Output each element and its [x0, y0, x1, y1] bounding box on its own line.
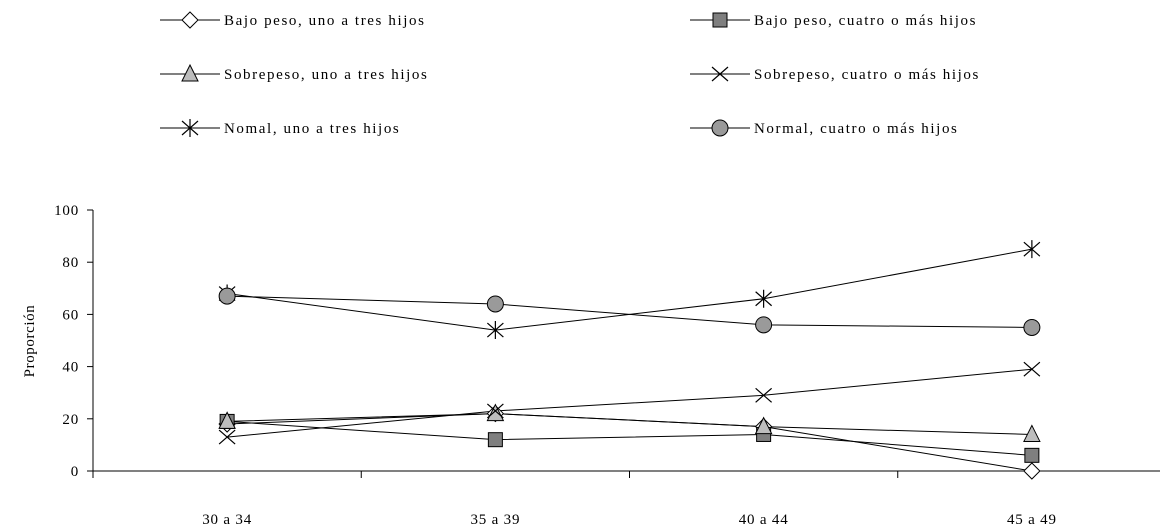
x-tick-label: 30 a 34 — [202, 512, 252, 527]
data-point-diamond — [1023, 462, 1041, 480]
data-point-triangle — [1023, 424, 1041, 442]
legend-marker-triangle — [181, 63, 199, 82]
y-axis-label: Proporción — [22, 305, 38, 378]
legend-item: Nomal, uno a tres hijos — [160, 119, 400, 137]
data-point-star — [755, 289, 773, 308]
data-point-star — [486, 321, 504, 340]
legend-marker-circle — [711, 119, 729, 137]
legend-label: Bajo peso, cuatro o más hijos — [754, 13, 977, 29]
legend-marker-x — [711, 66, 729, 82]
legend-item: Normal, cuatro o más hijos — [690, 119, 958, 137]
legend-marker-square — [712, 12, 728, 28]
data-point-triangle — [754, 416, 773, 435]
x-tick-label: 35 a 39 — [470, 512, 520, 527]
data-point-circle — [486, 295, 504, 313]
legend-label: Sobrepeso, cuatro o más hijos — [754, 67, 980, 83]
legend-marker-star — [181, 119, 199, 137]
legend-label: Nomal, uno a tres hijos — [224, 121, 400, 137]
series-line-3 — [227, 368, 1032, 438]
y-tick-label: 100 — [54, 203, 79, 219]
axes: Proporción 0 20 40 60 80 100 30 a 34 35 a 39 40 … — [22, 203, 1160, 527]
legend-label: Sobrepeso, uno a tres hijos — [224, 67, 428, 83]
data-point-square — [487, 432, 503, 448]
series-line-2 — [227, 413, 1032, 435]
legend-label: Bajo peso, uno a tres hijos — [224, 13, 426, 29]
data-point-triangle — [486, 403, 505, 422]
series-line-1 — [227, 420, 1032, 456]
y-tick-label: 80 — [62, 255, 79, 271]
y-tick-label: 20 — [62, 412, 79, 428]
legend-item: Sobrepeso, cuatro o más hijos — [690, 66, 980, 83]
data-point-square — [1024, 447, 1040, 463]
legend-item: Sobrepeso, uno a tres hijos — [160, 63, 428, 83]
legend-label: Normal, cuatro o más hijos — [754, 121, 958, 137]
series-line-4 — [227, 248, 1032, 331]
data-point-x — [218, 429, 236, 445]
series-lines — [227, 248, 1032, 472]
data-point-circle — [1023, 318, 1041, 336]
data-point-circle — [218, 287, 236, 305]
y-tick-label: 0 — [71, 464, 79, 480]
legend-item: Bajo peso, cuatro o más hijos — [690, 12, 977, 29]
data-point-star — [1023, 240, 1041, 259]
series-markers — [218, 240, 1041, 480]
data-point-circle — [755, 316, 773, 334]
series-line-5 — [227, 295, 1032, 328]
legend-item: Bajo peso, uno a tres hijos — [160, 11, 426, 29]
legend-marker-diamond — [181, 11, 199, 29]
data-point-x — [755, 387, 773, 403]
y-tick-label: 40 — [62, 360, 79, 376]
data-point-x — [1023, 361, 1041, 377]
data-point-x — [486, 403, 504, 419]
series-line-0 — [227, 413, 1032, 472]
y-tick-label: 60 — [62, 307, 79, 323]
legend: Bajo peso, uno a tres hijos Bajo peso, cu… — [160, 11, 980, 137]
x-tick-label: 40 a 44 — [739, 512, 789, 527]
data-point-triangle — [218, 411, 236, 429]
x-tick-label: 45 a 49 — [1007, 512, 1057, 527]
